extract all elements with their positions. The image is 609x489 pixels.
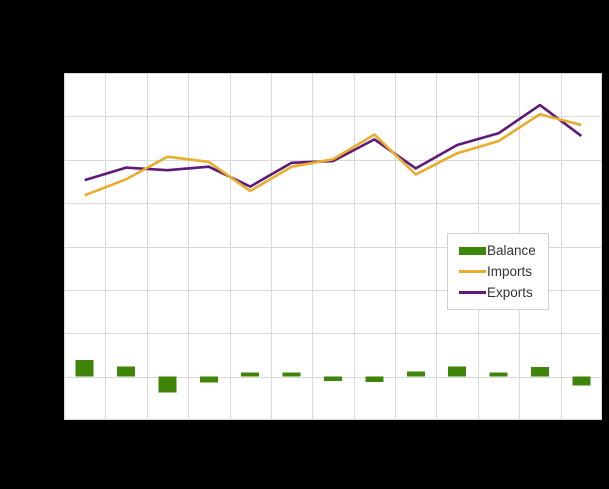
legend-item-imports: Imports [459, 261, 542, 282]
legend-label-balance: Balance [487, 243, 536, 258]
legend-label-imports: Imports [487, 264, 533, 279]
legend-item-balance: Balance [459, 240, 542, 261]
legend-label-exports: Exports [487, 285, 533, 300]
legend: Balance Imports Exports [447, 233, 549, 310]
chart-canvas [64, 73, 602, 420]
imports-line-swatch [459, 270, 486, 273]
balance-bar-swatch [459, 246, 486, 255]
plot-area: Balance Imports Exports [64, 73, 602, 420]
exports-line-swatch [459, 291, 486, 294]
legend-item-exports: Exports [459, 282, 542, 303]
